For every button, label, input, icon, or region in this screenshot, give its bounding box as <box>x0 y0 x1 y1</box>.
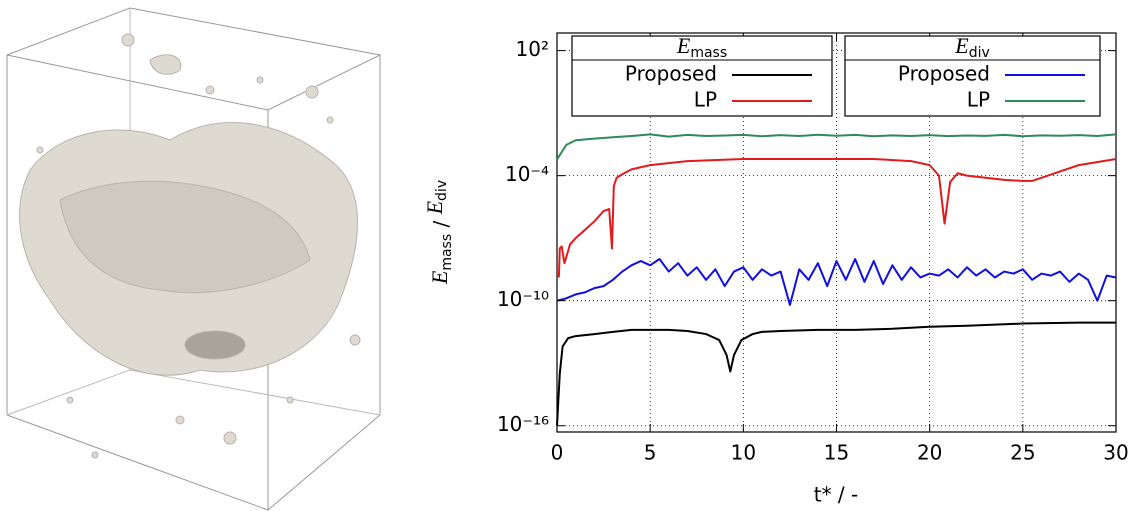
legend-label: Proposed <box>625 62 717 86</box>
x-tick-label: 0 <box>551 441 564 465</box>
label-part: / <box>429 214 453 233</box>
x-tick-label: 5 <box>644 441 657 465</box>
series-line <box>556 133 1117 160</box>
y-tick-label: 10⁻¹⁶ <box>497 412 549 436</box>
y-tick-label: 10⁻⁴ <box>505 162 549 186</box>
label-part: E <box>427 270 452 285</box>
x-tick-label: 10 <box>731 441 756 465</box>
x-tick-label: 20 <box>917 441 942 465</box>
series-line <box>556 258 1117 306</box>
y-tick-label: 10⁻¹⁰ <box>497 287 549 311</box>
x-tick-label: 30 <box>1103 441 1128 465</box>
x-tick-label: 25 <box>1010 441 1035 465</box>
render-3d <box>6 7 382 511</box>
legend-box <box>844 35 1101 117</box>
label-part: E <box>422 200 447 215</box>
legend-title: Emass <box>676 33 727 61</box>
legend-label: LP <box>694 88 717 112</box>
legend-title: Ediv <box>954 33 990 61</box>
legend-label: Proposed <box>898 62 990 86</box>
grid <box>557 33 1116 432</box>
series-line <box>557 157 1117 278</box>
x-tick-label: 15 <box>824 441 849 465</box>
label-part: div <box>969 45 990 61</box>
label-part: E <box>954 33 969 58</box>
ticks: 0 5 10 15 20 25 30 10² 10⁻⁴ 10⁻¹⁰ 10⁻¹⁶ <box>497 33 1129 465</box>
label-part: mass <box>439 234 455 271</box>
lines <box>556 133 1117 426</box>
y-axis-label: Emass / Ediv <box>422 180 455 285</box>
label-part: mass <box>690 45 727 61</box>
label-part: E <box>676 33 691 58</box>
y-tick-label: 10² <box>516 37 549 61</box>
x-axis-label: t* / - <box>814 483 859 507</box>
legend-label: LP <box>967 88 990 112</box>
series-line <box>556 321 1116 426</box>
label-part: div <box>434 180 450 201</box>
